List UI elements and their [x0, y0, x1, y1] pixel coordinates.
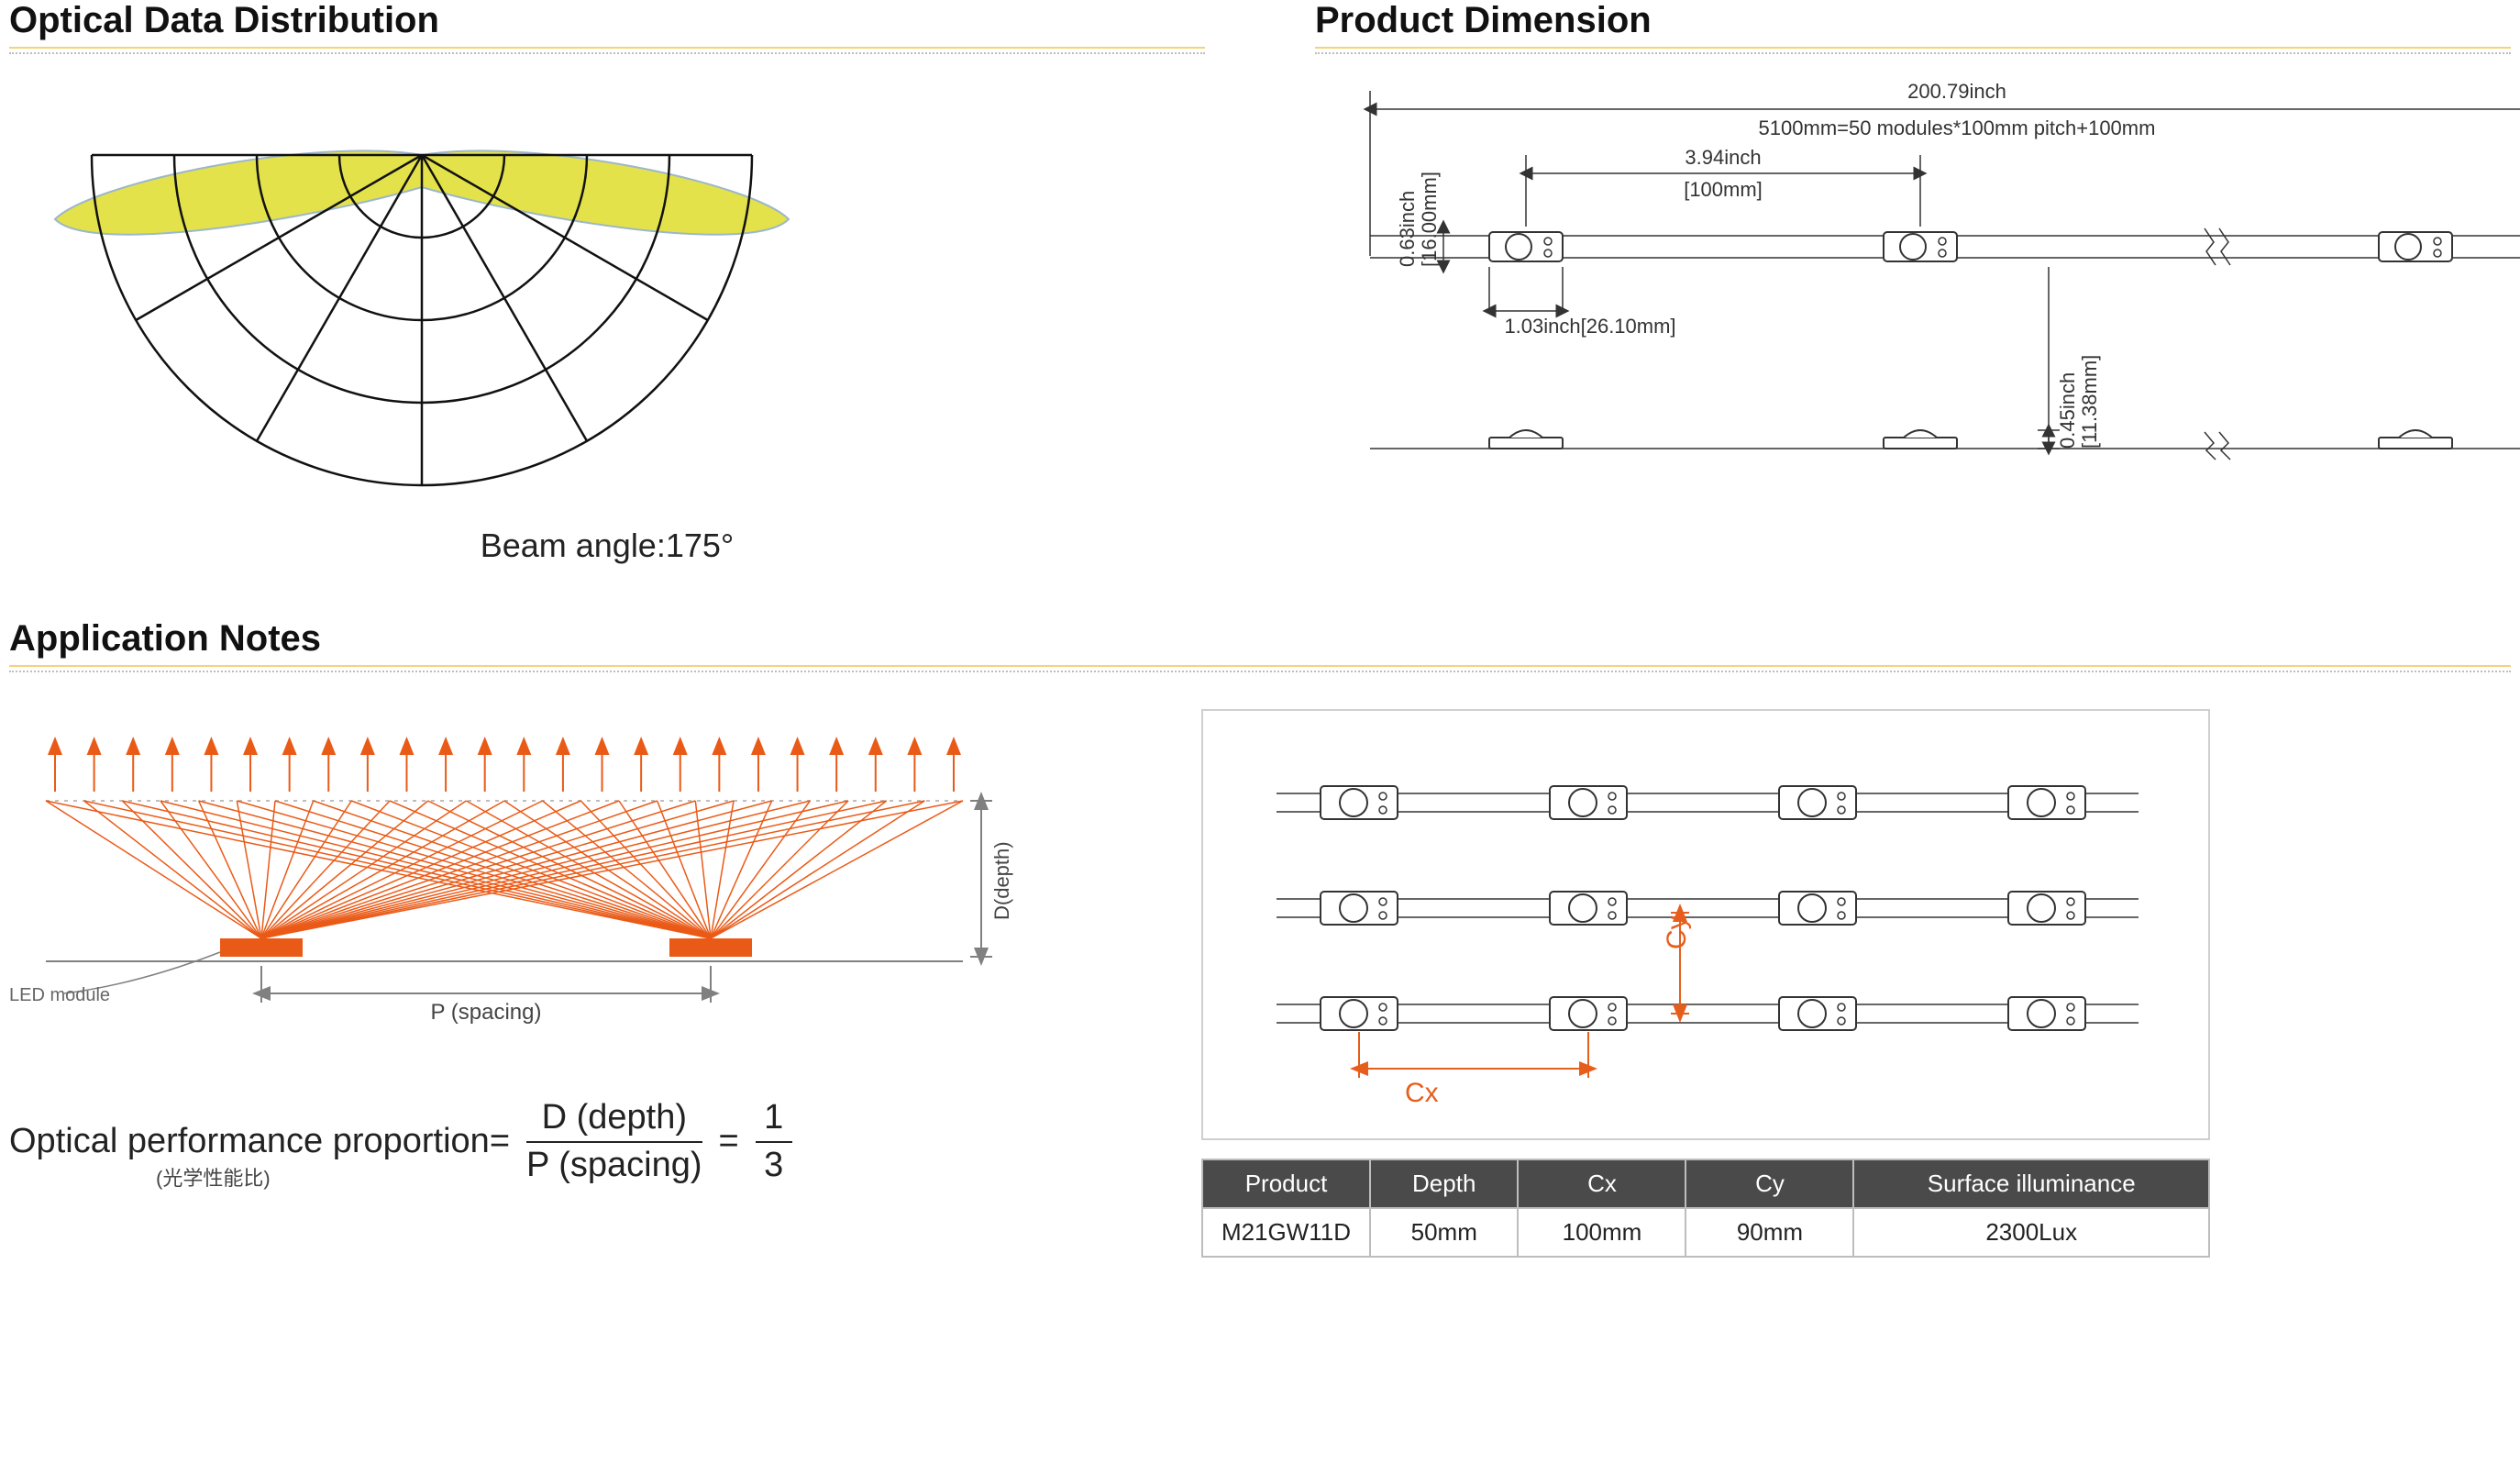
- module-grid-panel: Cx Cy: [1201, 709, 2210, 1140]
- depth-label: D(depth): [990, 841, 1013, 920]
- spec-table: ProductDepthCxCySurface illuminance M21G…: [1201, 1159, 2210, 1258]
- cx-label: Cx: [1405, 1078, 1439, 1109]
- table-header: Product: [1202, 1159, 1370, 1208]
- formula-den: P (spacing): [526, 1147, 702, 1185]
- up-arrows: [55, 746, 954, 792]
- formula-frac2: 1 3: [756, 1099, 792, 1185]
- dim-sideh-inch: 0.45inch: [2056, 372, 2079, 449]
- formula-num: D (depth): [542, 1099, 687, 1137]
- table-header: Cx: [1518, 1159, 1686, 1208]
- dotted-rule: [9, 671, 2511, 672]
- dimension-drawing: 200.79inch 5100mm=50 modules*100mm pitch…: [1315, 54, 2520, 568]
- module-grid-svg: [1240, 738, 2175, 1105]
- formula-lhs: Optical performance proportion= (光学性能比): [9, 1122, 510, 1161]
- dim-total-mm: 5100mm=50 modules*100mm pitch+100mm: [1759, 116, 2156, 139]
- section-dimension: Product Dimension: [1315, 0, 2511, 572]
- section-title-optical: Optical Data Distribution: [9, 0, 1205, 41]
- section-optical: Optical Data Distribution: [9, 0, 1205, 572]
- rule: [1315, 47, 2511, 49]
- dim-pitch-inch: 3.94inch: [1685, 146, 1761, 169]
- cy-label: Cy: [1662, 915, 1693, 949]
- table-cell: 90mm: [1686, 1208, 1853, 1257]
- dim-pitch-mm: [100mm]: [1684, 178, 1763, 201]
- section-app-notes: Application Notes: [0, 572, 2520, 1258]
- section-title-app: Application Notes: [9, 618, 2511, 660]
- rule: [9, 47, 1205, 49]
- table-header: Cy: [1686, 1159, 1853, 1208]
- section-title-dimension: Product Dimension: [1315, 0, 2511, 41]
- app-right: Cx Cy ProductDepthCxCySurface illuminanc…: [1201, 709, 2210, 1258]
- led-module-box: [220, 938, 303, 957]
- formula-frac1: D (depth) P (spacing): [526, 1099, 702, 1185]
- rule: [9, 665, 2511, 667]
- dim-total-inch: 200.79inch: [1907, 80, 2006, 103]
- formula-rhs-num: 1: [764, 1099, 783, 1137]
- spacing-diagram: D(depth) P (spacing) LED module: [9, 709, 1018, 1039]
- polar-chart: Beam angle:175°: [9, 54, 1205, 565]
- formula: Optical performance proportion= (光学性能比) …: [9, 1099, 1018, 1185]
- dim-module-w: 1.03inch[26.10mm]: [1504, 315, 1675, 338]
- formula-lhs-sub: (光学性能比): [156, 1162, 271, 1192]
- table-cell: 100mm: [1518, 1208, 1686, 1257]
- table-header: Surface illuminance: [1853, 1159, 2209, 1208]
- spacing-label: P (spacing): [431, 1000, 542, 1025]
- beam-angle-label: Beam angle:175°: [9, 527, 1205, 565]
- formula-lhs-text: Optical performance proportion: [9, 1122, 490, 1160]
- polar-svg: [9, 91, 834, 513]
- led-module-box: [669, 938, 752, 957]
- table-cell: 2300Lux: [1853, 1208, 2209, 1257]
- formula-rhs-den: 3: [764, 1147, 783, 1185]
- app-left: D(depth) P (spacing) LED module Optical …: [9, 709, 1018, 1185]
- table-cell: 50mm: [1370, 1208, 1518, 1257]
- led-module-label: LED module: [9, 985, 110, 1005]
- table-header: Depth: [1370, 1159, 1518, 1208]
- dim-h-inch: 0.63inch: [1396, 191, 1419, 267]
- v-fans: [46, 801, 963, 938]
- table-cell: M21GW11D: [1202, 1208, 1370, 1257]
- dim-sideh-mm: [11.38mm]: [2078, 355, 2101, 449]
- dim-h-mm: [16.00mm]: [1418, 172, 1441, 267]
